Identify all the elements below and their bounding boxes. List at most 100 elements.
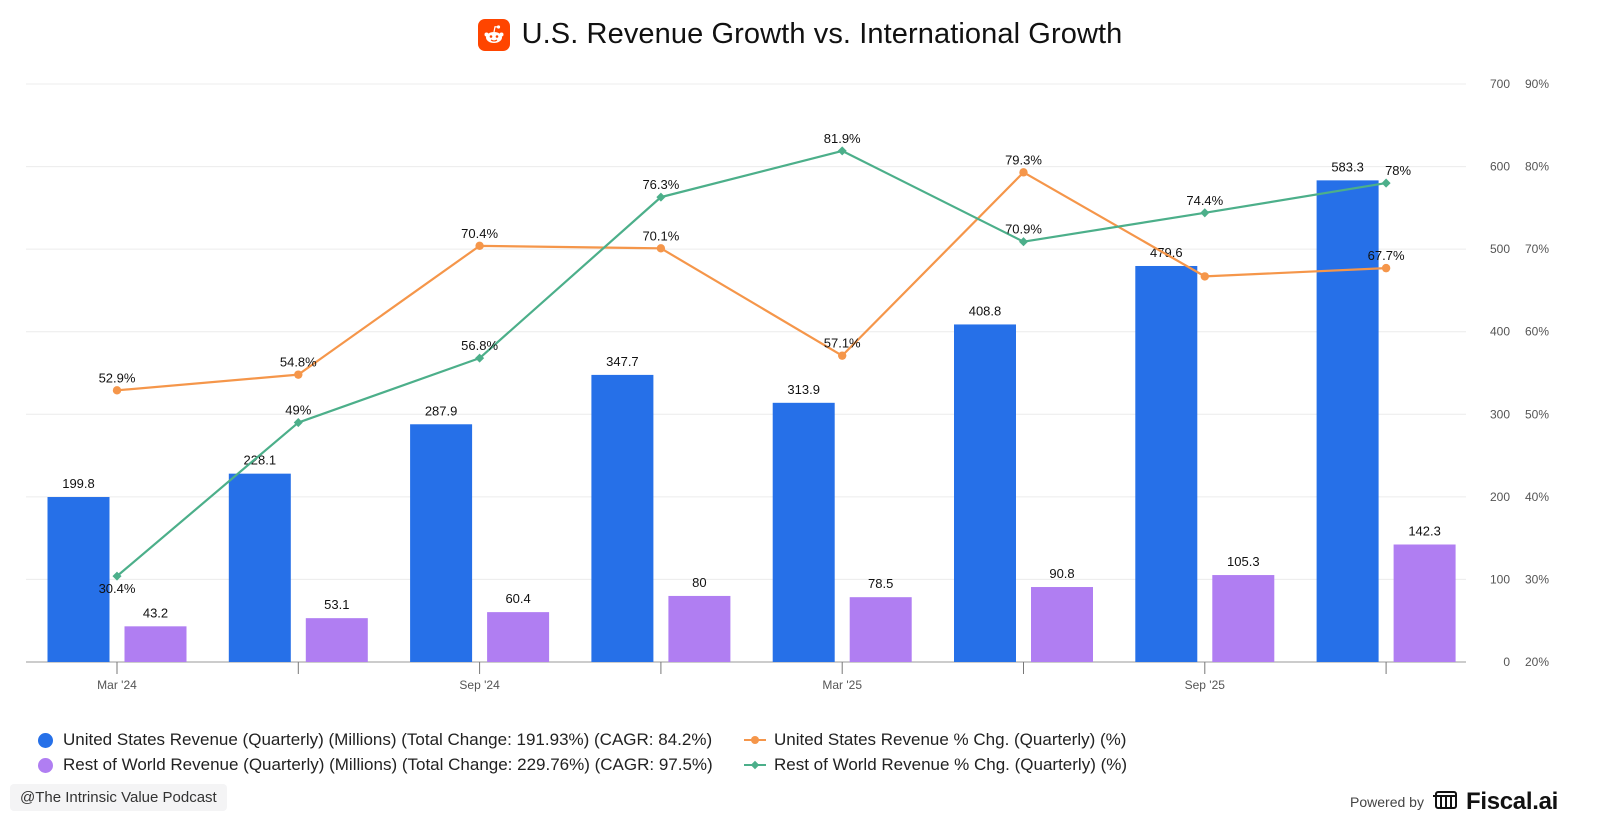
legend-item-us-revenue[interactable]: United States Revenue (Quarterly) (Milli… bbox=[38, 730, 712, 750]
y-right-tick-label: 40% bbox=[1525, 490, 1549, 504]
line-value-label: 57.1% bbox=[824, 336, 861, 351]
bar-value-label: 142.3 bbox=[1408, 524, 1441, 539]
x-tick-label: Mar '24 bbox=[97, 678, 137, 692]
line-point bbox=[1381, 178, 1391, 188]
line-point bbox=[112, 386, 122, 395]
bar bbox=[1135, 265, 1198, 662]
bar-value-label: 199.8 bbox=[62, 476, 95, 491]
bar bbox=[487, 612, 550, 662]
bar bbox=[954, 324, 1016, 662]
legend-item-row-pct-chg[interactable]: Rest of World Revenue % Chg. (Quarterly)… bbox=[744, 755, 1127, 775]
y-right-tick-label: 80% bbox=[1525, 160, 1549, 174]
line-point bbox=[1200, 208, 1210, 218]
bar-value-label: 228.1 bbox=[244, 453, 277, 468]
powered-by-label: Powered by bbox=[1350, 794, 1424, 810]
bar bbox=[849, 597, 912, 662]
line-point bbox=[294, 370, 303, 379]
line-value-label: 49% bbox=[285, 403, 311, 418]
y-right-tick-label: 70% bbox=[1525, 242, 1549, 256]
watermark: @The Intrinsic Value Podcast bbox=[10, 784, 227, 811]
line-point bbox=[1019, 168, 1028, 177]
bar bbox=[1316, 180, 1379, 663]
x-tick-label: Sep '25 bbox=[1185, 678, 1226, 692]
bar-value-label: 408.8 bbox=[969, 303, 1002, 318]
y-left-tick-label: 600 bbox=[1490, 160, 1510, 174]
chart-title: U.S. Revenue Growth vs. International Gr… bbox=[521, 18, 1123, 50]
bar-value-label: 583.3 bbox=[1331, 159, 1364, 174]
reddit-alien-icon bbox=[477, 18, 510, 51]
line-point bbox=[1200, 272, 1210, 281]
bar-value-label: 313.9 bbox=[787, 382, 820, 397]
line-value-label: 76.3% bbox=[642, 177, 679, 192]
line-value-label: 81.9% bbox=[824, 131, 861, 146]
line-value-label: 56.8% bbox=[461, 338, 498, 353]
y-right-tick-label: 90% bbox=[1525, 77, 1549, 91]
bar-value-label: 43.2 bbox=[143, 605, 168, 620]
y-left-tick-label: 300 bbox=[1490, 407, 1510, 421]
fiscal-ai-logo-icon bbox=[1432, 790, 1458, 815]
bar bbox=[1212, 575, 1275, 662]
line-value-label: 54.8% bbox=[280, 355, 317, 370]
line-point bbox=[837, 146, 847, 156]
bar-value-label: 347.7 bbox=[606, 354, 639, 369]
bar bbox=[1393, 544, 1456, 662]
line-point bbox=[475, 241, 484, 251]
bar bbox=[305, 618, 368, 662]
line-value-label: 79.3% bbox=[1005, 152, 1042, 167]
y-left-tick-label: 400 bbox=[1490, 325, 1510, 339]
bar-value-label: 60.4 bbox=[505, 591, 530, 606]
line-value-label: 70.1% bbox=[642, 228, 679, 243]
x-tick-label: Sep '24 bbox=[459, 678, 500, 692]
bar bbox=[228, 473, 291, 662]
chart-header: U.S. Revenue Growth vs. International Gr… bbox=[0, 18, 1600, 51]
y-left-tick-label: 200 bbox=[1490, 490, 1510, 504]
bar-value-label: 80 bbox=[692, 575, 706, 590]
bar-value-label: 90.8 bbox=[1049, 566, 1074, 581]
y-left-tick-label: 500 bbox=[1490, 242, 1510, 256]
line-point bbox=[1018, 237, 1029, 247]
y-left-tick-label: 700 bbox=[1490, 77, 1510, 91]
y-right-tick-label: 50% bbox=[1525, 407, 1549, 421]
bar bbox=[124, 626, 187, 662]
bar bbox=[47, 497, 110, 662]
legend-dot-icon bbox=[38, 757, 53, 773]
bar bbox=[1031, 587, 1093, 662]
legend-dot-icon bbox=[38, 732, 53, 748]
brand-name: Fiscal.ai bbox=[1465, 788, 1558, 815]
line-point bbox=[1381, 263, 1391, 273]
bar-value-label: 287.9 bbox=[425, 403, 458, 418]
line-value-label: 70.4% bbox=[461, 226, 498, 241]
bar bbox=[410, 424, 473, 662]
bar bbox=[591, 374, 654, 662]
legend-label: United States Revenue (Quarterly) (Milli… bbox=[63, 730, 713, 749]
line-value-label: 78% bbox=[1385, 163, 1411, 178]
bar-value-label: 78.5 bbox=[868, 576, 893, 591]
legend-label: United States Revenue % Chg. (Quarterly)… bbox=[774, 730, 1127, 749]
y-right-tick-label: 30% bbox=[1525, 572, 1549, 586]
line-value-label: 30.4% bbox=[99, 581, 136, 596]
y-left-tick-label: 100 bbox=[1490, 572, 1510, 586]
x-tick-label: Mar '25 bbox=[822, 678, 862, 692]
line-value-label: 67.7% bbox=[1368, 248, 1405, 263]
bar bbox=[668, 595, 731, 662]
legend-label: Rest of World Revenue (Quarterly) (Milli… bbox=[63, 755, 713, 774]
line-point bbox=[838, 351, 847, 360]
legend-label: Rest of World Revenue % Chg. (Quarterly)… bbox=[774, 755, 1128, 774]
line-value-label: 52.9% bbox=[99, 370, 136, 385]
line-value-label: 74.4% bbox=[1186, 193, 1223, 208]
y-left-tick-label: 0 bbox=[1503, 655, 1510, 669]
bar-value-label: 105.3 bbox=[1227, 554, 1260, 569]
line-value-label: 70.9% bbox=[1005, 222, 1042, 237]
legend-line-circle-icon bbox=[744, 733, 766, 747]
line-point bbox=[656, 244, 666, 253]
legend-item-row-revenue[interactable]: Rest of World Revenue (Quarterly) (Milli… bbox=[38, 755, 713, 775]
powered-by[interactable]: Powered by Fiscal.ai bbox=[1350, 788, 1558, 816]
y-right-tick-label: 20% bbox=[1525, 655, 1549, 669]
combo-chart: 0 20% 100 30% 200 40% 300 50% 400 60% 500 70% 600 80%… bbox=[26, 77, 1549, 692]
legend-item-us-pct-chg[interactable]: United States Revenue % Chg. (Quarterly)… bbox=[744, 730, 1126, 750]
legend-line-diamond-icon bbox=[744, 758, 766, 772]
series-line bbox=[116, 171, 1387, 392]
y-right-tick-label: 60% bbox=[1525, 325, 1549, 339]
bar-value-label: 53.1 bbox=[324, 597, 349, 612]
series-line bbox=[116, 149, 1387, 577]
